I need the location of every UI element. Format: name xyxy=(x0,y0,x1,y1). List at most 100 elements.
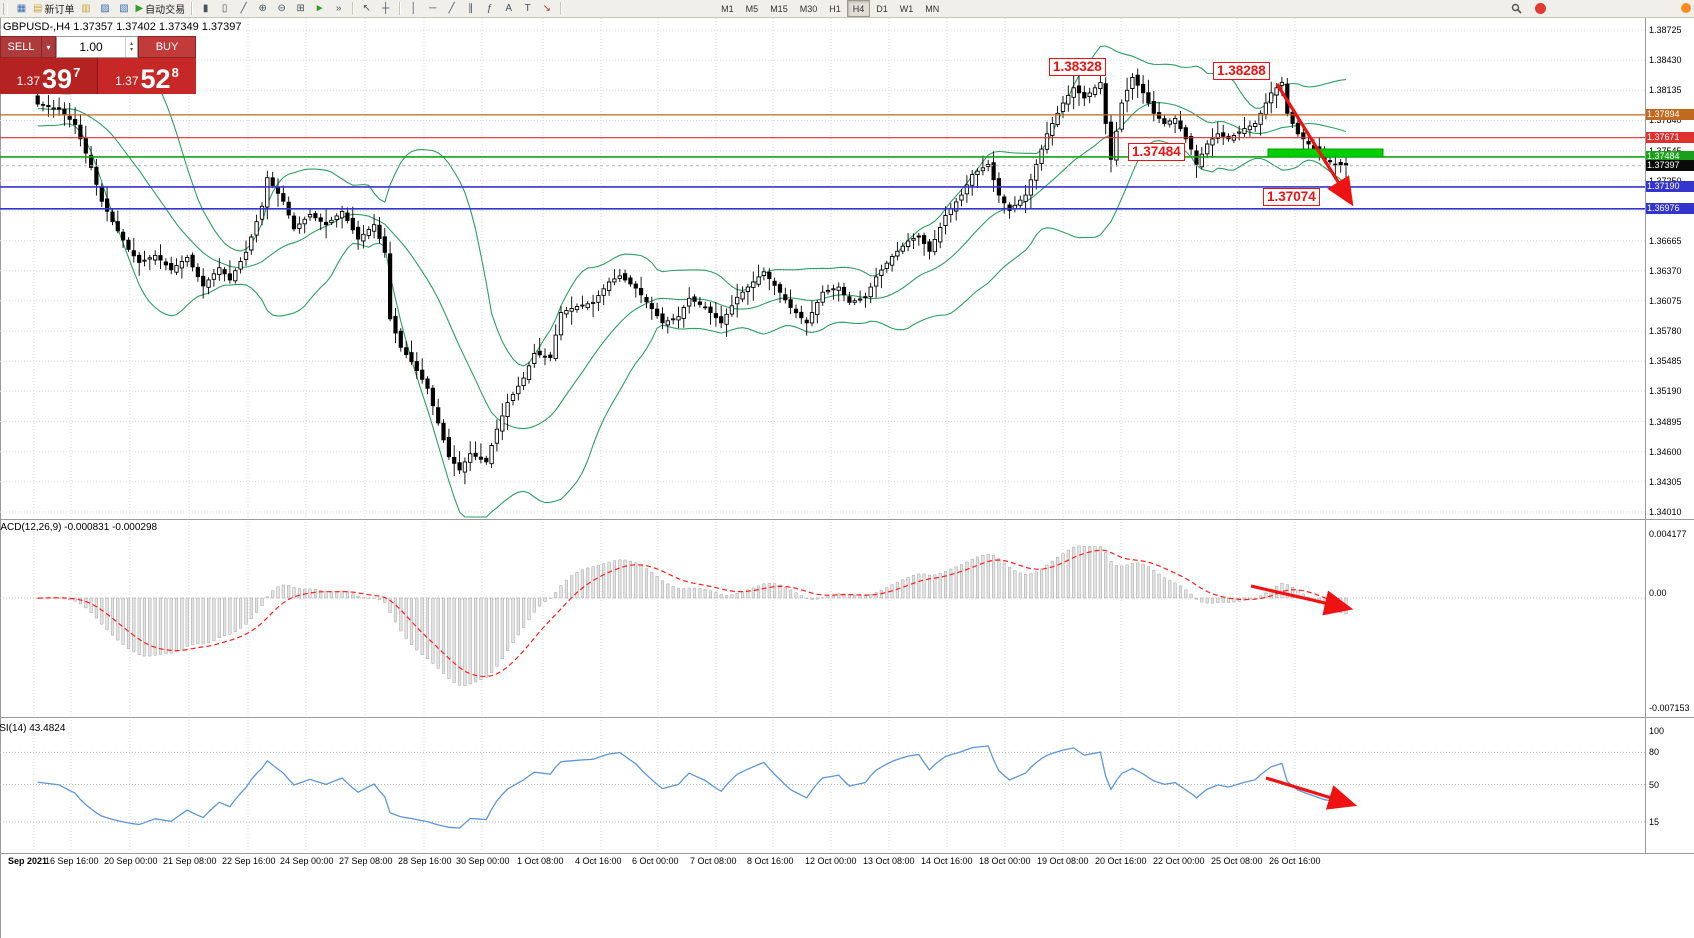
market-watch-icon[interactable]: ▥ xyxy=(76,1,95,16)
sell-button[interactable]: SELL xyxy=(0,36,42,58)
timeframe-M5[interactable]: M5 xyxy=(745,3,759,14)
sell-price-big: 39 xyxy=(42,64,73,94)
volume-input[interactable] xyxy=(57,37,125,57)
label-icon: T xyxy=(524,3,531,14)
candles-bear xyxy=(35,74,1349,471)
timeframe-H4[interactable]: H4 xyxy=(846,0,871,17)
trend-arrow[interactable] xyxy=(1250,584,1354,616)
timeframe-W1[interactable]: W1 xyxy=(899,3,914,14)
channel-icon: ∥ xyxy=(468,3,474,14)
timeframe-MN[interactable]: MN xyxy=(925,3,940,14)
bollinger-lower xyxy=(37,123,1347,518)
chart-title: GBPUSD-,H4 1.37357 1.37402 1.37349 1.373… xyxy=(3,21,242,33)
timeframe-toolbar: M1 M5 M15 M30 H1 H4 D1 W1 MN xyxy=(715,0,945,17)
toolbar-separator xyxy=(399,2,401,15)
autotrade-button-label: 自动交易 xyxy=(145,5,186,16)
line-chart-icon: ╱ xyxy=(240,3,247,14)
trendline-icon[interactable]: ╱ xyxy=(442,1,461,16)
data-window-icon: ▨ xyxy=(100,3,110,14)
line-chart-icon[interactable]: ╱ xyxy=(234,1,253,16)
auto-scroll-icon[interactable]: ► xyxy=(310,1,329,16)
toolbar-separator xyxy=(560,2,562,15)
sell-price-pip: 7 xyxy=(73,65,81,80)
text-icon[interactable]: A xyxy=(499,1,518,16)
macd-histogram xyxy=(36,545,1348,686)
search-icon[interactable] xyxy=(1507,1,1526,16)
candlestick-chart-icon: ▯ xyxy=(221,3,228,14)
zoom-out-icon: ⊖ xyxy=(277,3,286,14)
bollinger-middle xyxy=(37,102,1347,430)
volume-up-icon[interactable]: ▴ xyxy=(129,41,133,47)
toolbar-right-icons xyxy=(1507,1,1546,16)
buy-price-display[interactable]: 1.37 52 8 xyxy=(98,58,196,94)
timeframe-D1[interactable]: D1 xyxy=(876,3,888,14)
rsi-indicator-label: RSI(14) 43.4824 xyxy=(0,723,66,734)
new-chart-icon[interactable]: ▦ xyxy=(12,1,31,16)
toolbar-grip xyxy=(3,2,8,15)
horizontal-line-icon: ─ xyxy=(429,3,437,14)
green-highlight-bar[interactable] xyxy=(1267,148,1384,158)
rsi-line xyxy=(37,745,1347,829)
channel-icon[interactable]: ∥ xyxy=(461,1,480,16)
trend-arrow[interactable] xyxy=(1265,776,1358,810)
trade-panel-prices: 1.37 39 7 1.37 52 8 xyxy=(0,58,196,94)
notifications-icon[interactable] xyxy=(1535,3,1546,14)
cursor-icon[interactable]: ↖ xyxy=(357,1,376,16)
text-icon: A xyxy=(505,3,512,14)
navigator-icon: ▧ xyxy=(119,3,129,14)
horizontal-line-icon[interactable]: ─ xyxy=(423,1,442,16)
zoom-in-icon: ⊕ xyxy=(258,3,267,14)
bollinger-upper xyxy=(37,45,1347,367)
sell-price-prefix: 1.37 xyxy=(16,74,41,88)
arrows-tool-icon[interactable]: ↘ xyxy=(537,1,556,16)
timeframe-M30[interactable]: M30 xyxy=(799,3,818,14)
crosshair-icon: ┼ xyxy=(382,3,390,14)
cursor-icon: ↖ xyxy=(362,3,371,14)
chart-shift-icon[interactable]: » xyxy=(329,1,348,16)
sell-options-dropdown[interactable]: ▾ xyxy=(42,36,56,58)
timeframe-M1[interactable]: M1 xyxy=(721,3,734,14)
zoom-in-icon[interactable]: ⊕ xyxy=(253,1,272,16)
autotrade-button: ▶ xyxy=(135,3,144,14)
data-window-icon[interactable]: ▨ xyxy=(95,1,114,16)
new-order-button: ▤ xyxy=(33,3,43,14)
toolbar-separator xyxy=(191,2,193,15)
candlestick-chart-icon[interactable]: ▯ xyxy=(215,1,234,16)
timeframe-M15[interactable]: M15 xyxy=(770,3,788,14)
trend-arrow[interactable] xyxy=(1275,83,1354,207)
label-icon[interactable]: T xyxy=(518,1,537,16)
navigator-icon[interactable]: ▧ xyxy=(114,1,133,16)
trendline-icon: ╱ xyxy=(448,3,455,14)
tile-windows-icon[interactable]: ⊞ xyxy=(291,1,310,16)
bar-chart-icon: ▮ xyxy=(202,3,209,14)
timeframe-H1[interactable]: H1 xyxy=(829,3,841,14)
autotrade-button[interactable]: ▶ 自动交易 xyxy=(133,1,187,16)
volume-stepper: ▴ ▾ xyxy=(125,37,137,57)
market-watch-icon: ▥ xyxy=(81,3,91,14)
buy-price-pip: 8 xyxy=(171,65,179,80)
new-chart-icon: ▦ xyxy=(16,3,27,14)
buy-button[interactable]: BUY xyxy=(138,36,196,58)
toolbar-separator xyxy=(352,2,354,15)
vertical-line-icon[interactable]: │ xyxy=(404,1,423,16)
crosshair-icon[interactable]: ┼ xyxy=(376,1,395,16)
macd-signal-line xyxy=(37,549,1347,678)
community-icon[interactable] xyxy=(1681,3,1691,13)
sell-price-display[interactable]: 1.37 39 7 xyxy=(0,58,98,94)
macd-indicator-label: MACD(12,26,9) -0.000831 -0.000298 xyxy=(0,522,158,533)
zoom-out-icon[interactable]: ⊖ xyxy=(272,1,291,16)
chart-shift-icon: » xyxy=(335,3,342,14)
toolbar-left-groups: ▦ ▤ 新订单 ▥ ▨ ▧ ▶ 自动交易 ▮ ▯ ╱ ⊕ ⊖ ⊞ ► » ↖ ┼ │ ─ ╱ ∥ ƒ A T ↘ xyxy=(12,1,556,16)
fibonacci-icon: ƒ xyxy=(486,3,493,14)
new-order-button[interactable]: ▤ 新订单 xyxy=(31,1,76,16)
main-toolbar: ▦ ▤ 新订单 ▥ ▨ ▧ ▶ 自动交易 ▮ ▯ ╱ ⊕ ⊖ ⊞ ►» ↖ ┼ │ ─ ╱ ∥ ƒ A T ↘ M1 M5 M15 M… xyxy=(0,0,1694,18)
auto-scroll-icon: ► xyxy=(314,3,325,14)
volume-down-icon[interactable]: ▾ xyxy=(129,47,133,53)
buy-price-big: 52 xyxy=(140,64,171,94)
fibonacci-icon[interactable]: ƒ xyxy=(480,1,499,16)
bar-chart-icon[interactable]: ▮ xyxy=(196,1,215,16)
arrows-tool-icon: ↘ xyxy=(542,3,551,14)
vertical-line-icon: │ xyxy=(410,3,417,14)
